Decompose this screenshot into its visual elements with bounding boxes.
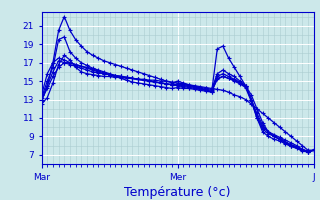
X-axis label: Température (°c): Température (°c) [124, 186, 231, 199]
